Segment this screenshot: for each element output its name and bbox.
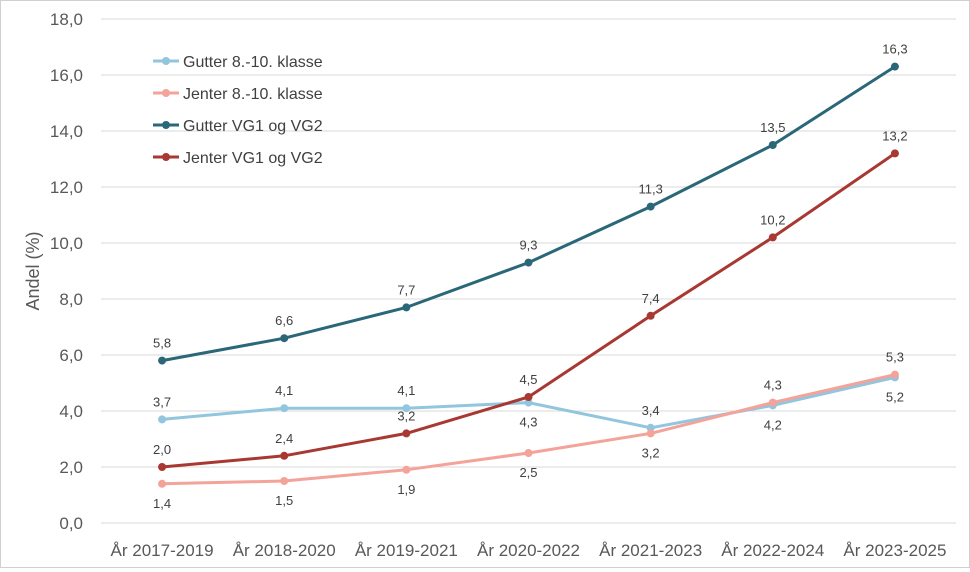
data-label: 5,2 [886, 389, 904, 404]
legend-label: Gutter VG1 og VG2 [183, 118, 323, 135]
data-point [646, 423, 655, 432]
data-label: 4,5 [519, 372, 537, 387]
data-label: 1,5 [275, 493, 293, 508]
data-label: 6,6 [275, 313, 293, 328]
series-2: 5,8 6,6 7,7 9,3 11,3 13,5 16,3 [153, 42, 908, 365]
legend-item: Jenter VG1 og VG2 [153, 150, 323, 167]
data-point [524, 398, 533, 407]
legend-item: Gutter 8.-10. klasse [153, 54, 323, 71]
data-point [158, 356, 167, 365]
legend-swatch-marker [162, 57, 170, 65]
data-point [402, 404, 411, 413]
legend-label: Gutter 8.-10. klasse [183, 54, 323, 71]
x-tick-label: År 2021-2023 [599, 541, 702, 560]
x-tick-label: År 2017-2019 [111, 541, 214, 560]
data-label: 2,4 [275, 431, 293, 446]
data-label: 4,1 [397, 383, 415, 398]
data-label: 10,2 [760, 212, 785, 227]
data-label: 16,3 [882, 42, 907, 57]
data-point [280, 477, 289, 485]
x-tick-label: År 2019-2021 [355, 541, 458, 560]
data-point [646, 429, 655, 438]
data-point [280, 404, 289, 413]
x-tick-label: År 2018-2020 [233, 541, 336, 560]
data-label: 3,2 [642, 445, 660, 460]
y-tick-label: 16,0 [50, 66, 83, 85]
data-label: 3,7 [153, 394, 171, 409]
data-label: 7,4 [642, 291, 660, 306]
series-layer: 3,7 4,1 4,1 4,3 3,4 4,2 5,2 1,4 1,5 1,9 2,5 3,2 4,3 5… [153, 42, 908, 511]
data-point [402, 303, 411, 312]
y-tick-label: 4,0 [59, 402, 83, 421]
y-tick-label: 2,0 [59, 458, 83, 477]
data-label: 2,5 [519, 465, 537, 480]
data-point [646, 202, 655, 211]
data-point [890, 370, 899, 379]
y-tick-label: 8,0 [59, 290, 83, 309]
data-point [890, 149, 899, 158]
data-point [768, 398, 777, 407]
legend: Gutter 8.-10. klasse Jenter 8.-10. klasse… [153, 54, 323, 167]
data-label: 4,2 [764, 417, 782, 432]
data-point [646, 311, 655, 320]
data-label: 1,9 [397, 482, 415, 497]
data-point [158, 415, 167, 424]
legend-item: Jenter 8.-10. klasse [153, 86, 323, 103]
data-point [524, 258, 533, 267]
data-label: 3,2 [397, 408, 415, 423]
x-tick-label: År 2020-2022 [477, 541, 580, 560]
data-label: 4,3 [764, 378, 782, 393]
data-point [524, 393, 533, 401]
legend-swatch-marker [162, 153, 170, 161]
data-label: 5,8 [153, 336, 171, 351]
data-label: 2,0 [153, 442, 171, 457]
data-label: 11,3 [638, 182, 662, 197]
data-label: 13,5 [760, 120, 785, 135]
data-point [768, 141, 777, 149]
y-axis-ticks: 0,0 2,0 4,0 6,0 8,0 10,0 12,0 14,0 16,0 18,0 [50, 10, 83, 533]
data-point [402, 429, 411, 438]
data-label: 5,3 [886, 350, 904, 365]
y-tick-label: 0,0 [59, 514, 83, 533]
x-axis-ticks: År 2017-2019 År 2018-2020 År 2019-2021 År 2… [111, 541, 947, 560]
legend-item: Gutter VG1 og VG2 [153, 118, 323, 135]
legend-swatch-marker [162, 121, 170, 129]
data-point [158, 479, 167, 488]
data-label: 7,7 [397, 282, 415, 297]
x-tick-label: År 2023-2025 [843, 541, 946, 560]
legend-swatch-marker [162, 89, 170, 97]
data-point [280, 334, 289, 343]
y-tick-label: 18,0 [50, 10, 83, 29]
legend-label: Jenter VG1 og VG2 [183, 150, 323, 167]
y-tick-label: 12,0 [50, 178, 83, 197]
data-label: 1,4 [153, 496, 171, 511]
y-tick-label: 10,0 [50, 234, 83, 253]
legend-label: Jenter 8.-10. klasse [183, 86, 323, 103]
data-label: 4,3 [519, 415, 537, 430]
data-point [524, 449, 533, 457]
x-tick-label: År 2022-2024 [721, 541, 824, 560]
y-tick-label: 14,0 [50, 122, 83, 141]
data-point [890, 62, 899, 71]
series-1: 1,4 1,5 1,9 2,5 3,2 4,3 5,3 [153, 350, 904, 511]
data-label: 4,1 [275, 383, 293, 398]
data-point [768, 233, 777, 242]
data-point [158, 463, 167, 471]
data-point [402, 465, 411, 474]
data-label: 13,2 [882, 128, 907, 143]
y-tick-label: 6,0 [59, 346, 83, 365]
series-3: 2,0 2,4 3,2 4,5 7,4 10,2 13,2 [153, 128, 908, 471]
data-label: 3,4 [642, 403, 660, 418]
y-axis-label: Andel (%) [23, 231, 43, 310]
data-label: 9,3 [519, 238, 537, 253]
data-point [280, 451, 289, 460]
